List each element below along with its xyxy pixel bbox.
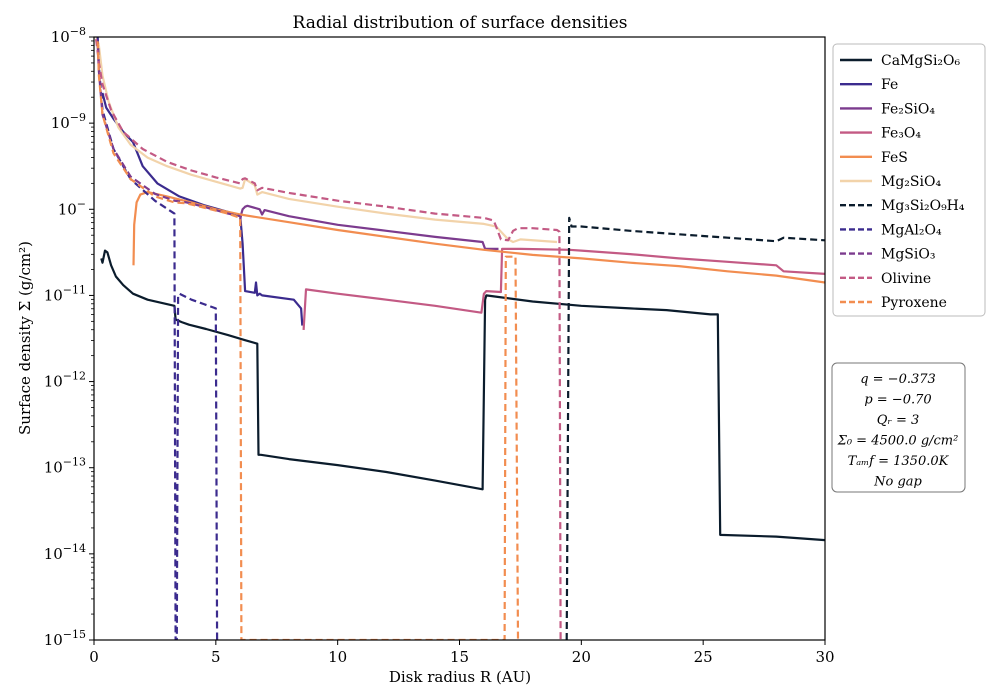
- parameter-box-frame: [831, 362, 966, 493]
- legend-label: Fe₃O₄: [881, 126, 921, 142]
- x-tick-label: 20: [572, 648, 591, 666]
- series-line-1: [101, 92, 304, 326]
- parameter-line: p = −0.70: [864, 393, 931, 408]
- y-tick-label: 10−15: [44, 628, 86, 649]
- legend-label: MgAl₂O₄: [881, 222, 942, 238]
- legend-label: CaMgSi₂O₆: [881, 53, 961, 69]
- legend-label: MgSiO₃: [881, 247, 935, 263]
- legend-label: Mg₃Si₂O₉H₄: [881, 198, 965, 214]
- series-line-2: [239, 204, 499, 250]
- x-tick-label: 5: [211, 648, 221, 666]
- series-layer: [94, 37, 825, 640]
- x-tick-label: 25: [694, 648, 713, 666]
- series-line-6: [565, 216, 825, 640]
- legend-label: Pyroxene: [881, 295, 947, 311]
- parameter-line: q = −0.373: [860, 372, 936, 387]
- plot-frame: [93, 36, 826, 641]
- parameter-line: Tₐₘf = 1350.0K: [848, 454, 950, 469]
- x-axis: 0 5 10 15 20 25 30: [89, 640, 835, 666]
- y-tick-label: 10−9: [51, 111, 86, 132]
- y-axis-label: Surface density Σ (g/cm²): [16, 241, 34, 435]
- y-tick-label: 10−13: [44, 456, 86, 477]
- parameter-line: Qᵣ = 3: [877, 413, 920, 428]
- y-axis: 10−8 10−9 10− 10−11 10−12 10−13 10−14 10−15: [44, 25, 94, 649]
- y-tick-label: 10−14: [44, 542, 86, 563]
- series-line-7: [96, 37, 219, 640]
- series-line-10: [96, 41, 520, 640]
- y-tick-label: 10−11: [44, 283, 86, 304]
- series-line-5: [95, 37, 558, 244]
- legend-label: Fe: [881, 77, 898, 93]
- series-line-0: [100, 249, 825, 542]
- y-tick-label: 10−: [58, 197, 86, 218]
- legend-label: Olivine: [881, 271, 931, 287]
- legend-frame: [832, 43, 986, 317]
- parameter-line: Σ₀ = 4500.0 g/cm²: [837, 434, 959, 449]
- legend: CaMgSi₂O₆ Fe Fe₂SiO₄ Fe₃O₄ FeS Mg₂SiO₄ Mg₃Si₂O…: [832, 43, 986, 317]
- x-tick-label: 30: [815, 648, 834, 666]
- x-tick-label: 15: [450, 648, 469, 666]
- legend-label: FeS: [881, 150, 908, 166]
- series-line-4: [132, 191, 825, 284]
- series-line-3: [302, 247, 825, 330]
- y-tick-label: 10−8: [51, 25, 86, 46]
- x-tick-label: 0: [89, 648, 99, 666]
- x-tick-label: 10: [328, 648, 347, 666]
- legend-label: Mg₂SiO₄: [881, 174, 941, 190]
- legend-label: Fe₂SiO₄: [881, 101, 935, 117]
- parameter-line: No gap: [873, 475, 922, 490]
- chart-title: Radial distribution of surface densities: [293, 13, 628, 33]
- y-tick-label: 10−12: [44, 370, 86, 391]
- x-axis-label: Disk radius R (AU): [389, 668, 531, 686]
- parameter-box: q = −0.373 p = −0.70 Qᵣ = 3 Σ₀ = 4500.0 g/c…: [831, 362, 966, 493]
- series-line-9: [94, 37, 562, 640]
